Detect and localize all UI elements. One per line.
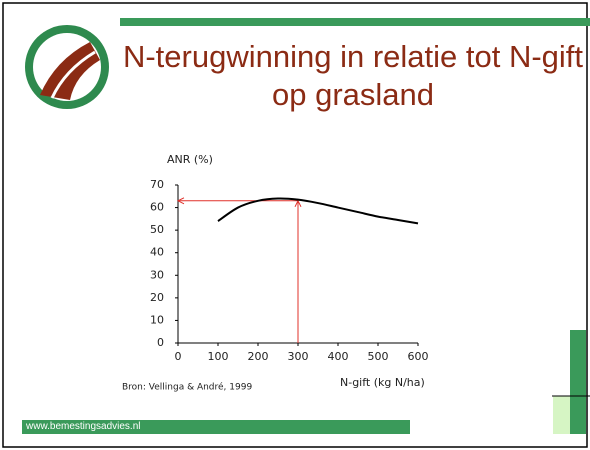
- x-tick-label: 500: [368, 350, 389, 363]
- slide-title: N-terugwinning in relatie tot N-gift op …: [122, 39, 584, 112]
- source: Bron: Vellinga & André, 1999: [122, 382, 252, 393]
- logo: [25, 25, 109, 109]
- y-tick-label: 20: [150, 291, 164, 304]
- header-bar: [120, 18, 590, 26]
- y-tick-label: 50: [150, 223, 164, 236]
- y-tick-label: 70: [150, 178, 164, 191]
- y-tick-label: 0: [157, 336, 164, 349]
- y-tick-label: 30: [150, 268, 164, 281]
- decor-bar: [553, 396, 570, 434]
- x-tick-label: 200: [248, 350, 269, 363]
- x-axis-label: N-gift (kg N/ha): [340, 376, 425, 389]
- y-tick-label: 10: [150, 313, 164, 326]
- footer: www.bemestingsadvies.nl: [22, 420, 410, 434]
- y-tick-label: 60: [150, 201, 164, 214]
- x-tick-label: 600: [408, 350, 429, 363]
- x-tick-label: 0: [175, 350, 182, 363]
- arrowhead: [176, 197, 185, 205]
- y-tick-label: 40: [150, 246, 164, 259]
- decor-bar: [570, 330, 586, 434]
- x-tick-label: 400: [328, 350, 349, 363]
- y-axis-label: ANR (%): [167, 153, 213, 166]
- x-tick-label: 100: [208, 350, 229, 363]
- line-series: [217, 197, 419, 225]
- x-tick-label: 300: [288, 350, 309, 363]
